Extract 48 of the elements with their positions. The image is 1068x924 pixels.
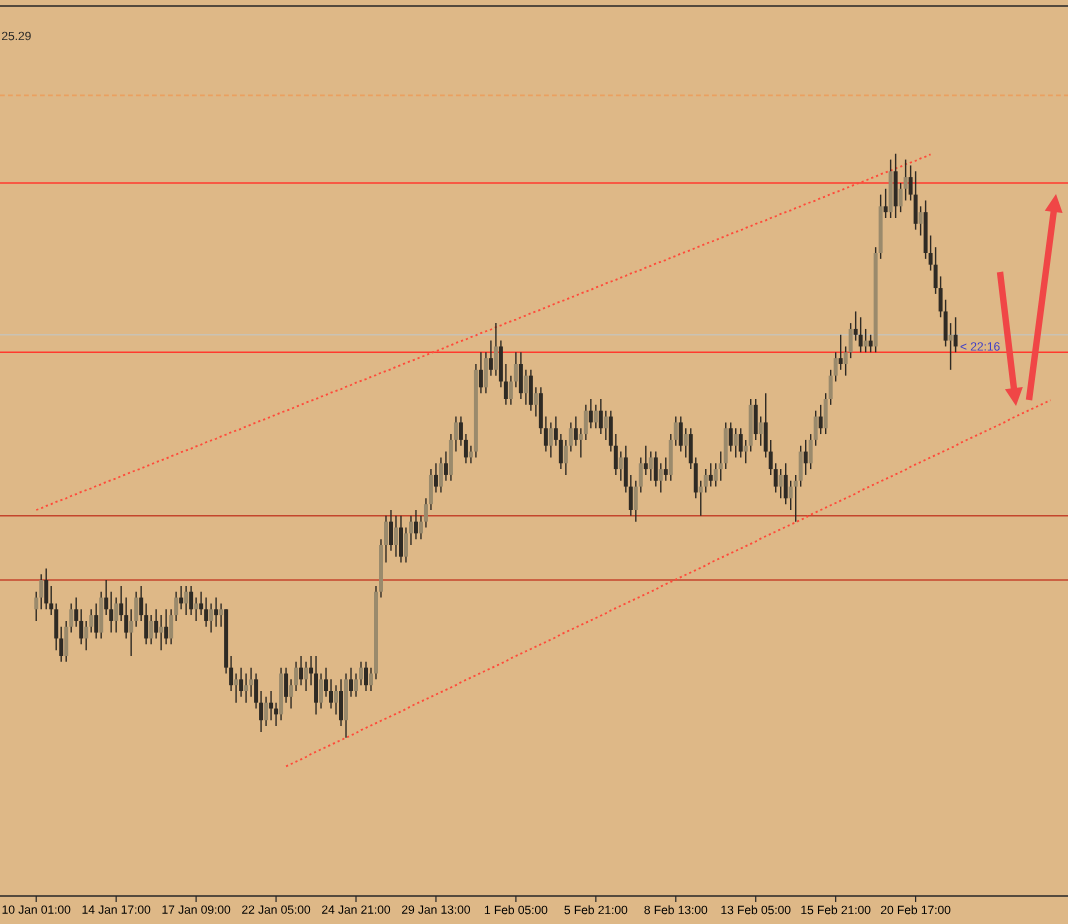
candlestick <box>264 696 269 727</box>
candlestick <box>753 398 758 441</box>
candlestick <box>244 672 249 704</box>
candlestick <box>518 351 523 400</box>
candlestick <box>279 666 284 721</box>
candlestick <box>663 456 668 482</box>
candlestick <box>304 661 309 692</box>
candlestick <box>299 655 304 686</box>
candlestick <box>44 567 49 610</box>
candlestick <box>708 462 713 488</box>
candlestick <box>209 602 214 634</box>
candlestick <box>438 456 443 494</box>
candlestick <box>214 596 219 628</box>
candlestick <box>204 596 209 628</box>
candlestick <box>344 672 349 739</box>
candlestick <box>159 614 164 651</box>
candlestick <box>398 515 403 564</box>
candlestick <box>593 404 598 429</box>
candlestick <box>184 585 189 616</box>
candlestick <box>838 334 843 371</box>
candlestick <box>803 439 808 476</box>
candlestick <box>883 188 888 219</box>
candlestick <box>858 316 863 353</box>
candlestick <box>658 462 663 494</box>
candlestick <box>783 462 788 505</box>
candlestick <box>733 427 738 459</box>
candlestick <box>678 415 683 453</box>
candlestick <box>648 450 653 482</box>
candlestick <box>413 509 418 540</box>
candlestick <box>893 153 898 219</box>
candlestick <box>913 170 918 231</box>
candlestick <box>728 421 733 453</box>
candlestick <box>888 158 893 219</box>
candlestick <box>548 421 553 459</box>
candlestick <box>653 450 658 488</box>
candlestick <box>189 585 194 616</box>
candlestick <box>598 398 603 435</box>
candlestick <box>269 690 274 721</box>
candlestick <box>314 655 319 716</box>
candlestick <box>239 666 244 698</box>
candlestick <box>528 369 533 412</box>
candlestick <box>818 404 823 435</box>
candlestick <box>738 427 743 459</box>
candlestick <box>778 468 783 499</box>
candlestick <box>393 515 398 558</box>
candlestick <box>164 608 169 645</box>
candlestick <box>364 661 368 692</box>
candlestick <box>683 427 688 459</box>
